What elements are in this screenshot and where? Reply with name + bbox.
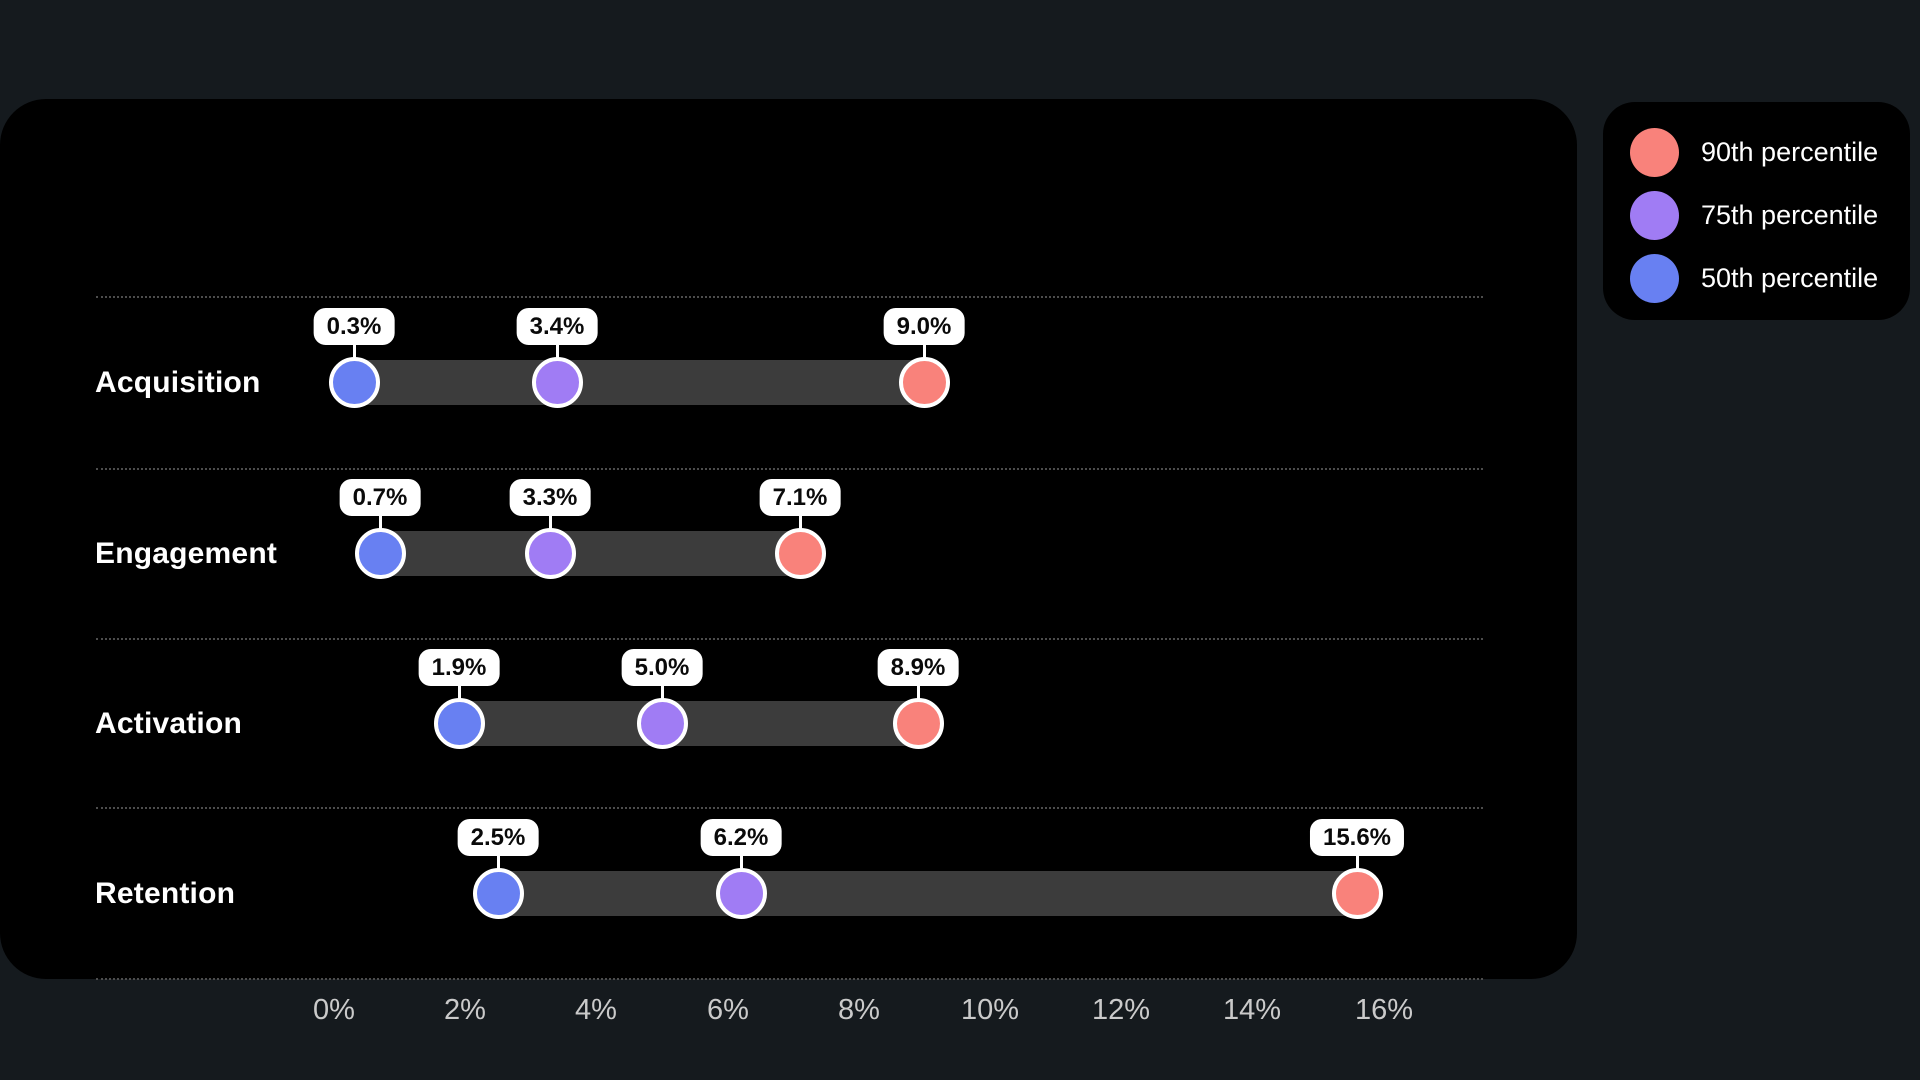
x-tick-14: 14%	[1222, 994, 1282, 1026]
dot-engagement-50th[interactable]	[355, 528, 406, 579]
x-tick-0: 0%	[313, 994, 355, 1026]
badge-connector	[917, 684, 920, 702]
dot-retention-50th[interactable]	[473, 868, 524, 919]
x-tick-6: 6%	[707, 994, 749, 1026]
dot-acquisition-75th[interactable]	[532, 357, 583, 408]
legend-dot-50th-icon	[1630, 254, 1679, 303]
legend-dot-75th-icon	[1630, 191, 1679, 240]
value-badge-engagement-50th: 0.7%	[339, 479, 421, 516]
legend-item-50th-percentile[interactable]: 50th percentile	[1630, 254, 1910, 303]
range-bar-engagement	[380, 531, 800, 576]
value-badge-activation-50th: 1.9%	[418, 649, 500, 686]
value-badge-retention-75th: 6.2%	[700, 819, 782, 856]
dot-activation-90th[interactable]	[893, 698, 944, 749]
legend-label-50th: 50th percentile	[1701, 263, 1879, 293]
value-badge-engagement-90th: 7.1%	[759, 479, 841, 516]
row-separator	[96, 468, 1483, 470]
badge-connector	[661, 684, 664, 702]
legend-dot-90th-icon	[1630, 128, 1679, 177]
badge-connector	[740, 854, 743, 872]
badge-connector	[353, 343, 356, 361]
category-label-activation: Activation	[95, 707, 243, 740]
x-tick-10: 10%	[960, 994, 1020, 1026]
dot-retention-90th[interactable]	[1332, 868, 1383, 919]
x-tick-8: 8%	[838, 994, 880, 1026]
value-badge-engagement-75th: 3.3%	[509, 479, 591, 516]
row-separator	[96, 807, 1483, 809]
dot-acquisition-50th[interactable]	[329, 357, 380, 408]
legend-label-90th: 90th percentile	[1701, 137, 1879, 167]
axis-baseline	[96, 978, 1483, 980]
legend-item-75th-percentile[interactable]: 75th percentile	[1630, 191, 1910, 240]
dot-retention-75th[interactable]	[716, 868, 767, 919]
legend: 90th percentile 75th percentile 50th per…	[1603, 102, 1910, 320]
category-label-retention: Retention	[95, 877, 236, 910]
category-label-acquisition: Acquisition	[95, 366, 261, 399]
x-tick-12: 12%	[1091, 994, 1151, 1026]
value-badge-acquisition-75th: 3.4%	[516, 308, 598, 345]
badge-connector	[556, 343, 559, 361]
dot-activation-75th[interactable]	[637, 698, 688, 749]
value-badge-activation-75th: 5.0%	[621, 649, 703, 686]
legend-label-75th: 75th percentile	[1701, 200, 1879, 230]
value-badge-acquisition-50th: 0.3%	[313, 308, 395, 345]
x-tick-16: 16%	[1354, 994, 1414, 1026]
badge-connector	[379, 514, 382, 532]
row-separator	[96, 638, 1483, 640]
dot-engagement-75th[interactable]	[525, 528, 576, 579]
badge-connector	[549, 514, 552, 532]
value-badge-retention-90th: 15.6%	[1309, 819, 1405, 856]
dot-acquisition-90th[interactable]	[899, 357, 950, 408]
range-bar-activation	[459, 701, 918, 746]
dot-engagement-90th[interactable]	[775, 528, 826, 579]
row-separator	[96, 296, 1483, 298]
value-badge-acquisition-90th: 9.0%	[883, 308, 965, 345]
x-tick-4: 4%	[575, 994, 617, 1026]
range-bar-retention	[498, 871, 1357, 916]
range-bar-acquisition	[354, 360, 924, 405]
badge-connector	[1356, 854, 1359, 872]
badge-connector	[799, 514, 802, 532]
legend-item-90th-percentile[interactable]: 90th percentile	[1630, 128, 1910, 177]
value-badge-activation-90th: 8.9%	[877, 649, 959, 686]
chart-card: Acquisition 0.3% 3.4% 9.0% Engagement 0.…	[0, 99, 1577, 1026]
x-tick-2: 2%	[444, 994, 486, 1026]
dot-activation-50th[interactable]	[434, 698, 485, 749]
value-badge-retention-50th: 2.5%	[457, 819, 539, 856]
category-label-engagement: Engagement	[95, 537, 278, 570]
badge-connector	[923, 343, 926, 361]
badge-connector	[497, 854, 500, 872]
badge-connector	[458, 684, 461, 702]
